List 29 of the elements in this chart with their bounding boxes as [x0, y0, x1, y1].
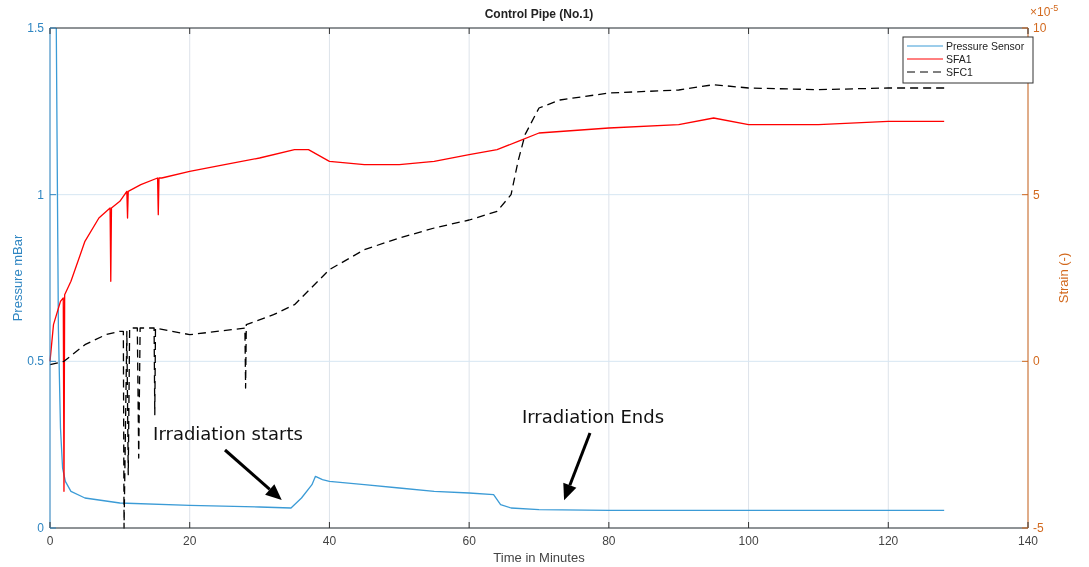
legend-label: SFC1 [946, 66, 973, 78]
y2-tick-label: 10 [1033, 21, 1047, 35]
y-tick-label: 0.5 [27, 354, 45, 369]
x-tick-label: 120 [878, 534, 899, 548]
y-tick-label: 1.5 [27, 21, 45, 35]
legend-label: SFA1 [946, 53, 972, 65]
chart-title: Control Pipe (No.1) [484, 7, 594, 21]
line-series [49, 117, 945, 492]
x-tick-label: 60 [462, 534, 477, 548]
x-tick-label: 20 [183, 534, 197, 548]
y2-tick-label: 5 [1033, 187, 1040, 202]
legend-label: Pressure Sensor [946, 40, 1025, 52]
y2-tick-label: -5 [1033, 521, 1044, 535]
y-tick-label: 1 [37, 187, 45, 202]
line-series [49, 84, 945, 529]
x-axis-title: Time in Minutes [493, 550, 586, 565]
x-tick-label: 40 [322, 534, 337, 548]
line-series [55, 27, 945, 511]
x-tick-label: 0 [46, 534, 54, 548]
annotation: Irradiation Ends [521, 406, 665, 427]
x-tick-label: 100 [738, 534, 759, 548]
y-tick-label: 0 [37, 521, 45, 535]
text: ×10$^{-5}$ [1030, 3, 1059, 19]
x-tick-label: 140 [1017, 534, 1039, 548]
annotation: Irradiation starts [153, 423, 303, 444]
x-tick-label: 80 [602, 534, 616, 548]
y2-axis-title: Strain (-) [1056, 252, 1071, 304]
y-axis-title: Pressure mBar [10, 233, 25, 322]
y2-tick-label: 0 [1033, 354, 1040, 369]
